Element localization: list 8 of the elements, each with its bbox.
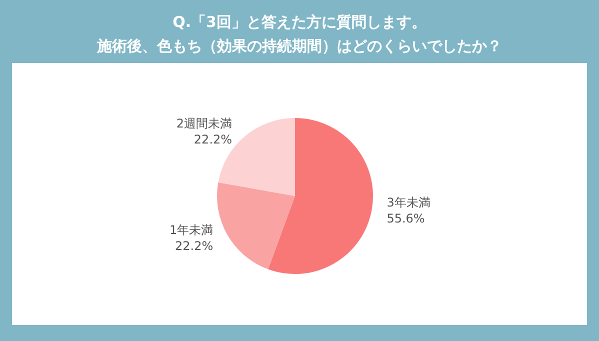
data-label: 22.2%: [194, 132, 232, 147]
data-label: 22.2%: [175, 238, 214, 253]
slice-label: 3年未満: [386, 196, 430, 210]
chart-title: Q.「3回」と答えた方に質問します。: [172, 13, 426, 31]
data-label: 55.6%: [386, 212, 425, 226]
slice-label: 2週間未満: [176, 116, 232, 131]
slice-label: 1年未満: [170, 222, 214, 237]
chart-subtitle: 施術後、色もち（効果の持続期間）はどのくらいでしたか？: [96, 37, 502, 55]
